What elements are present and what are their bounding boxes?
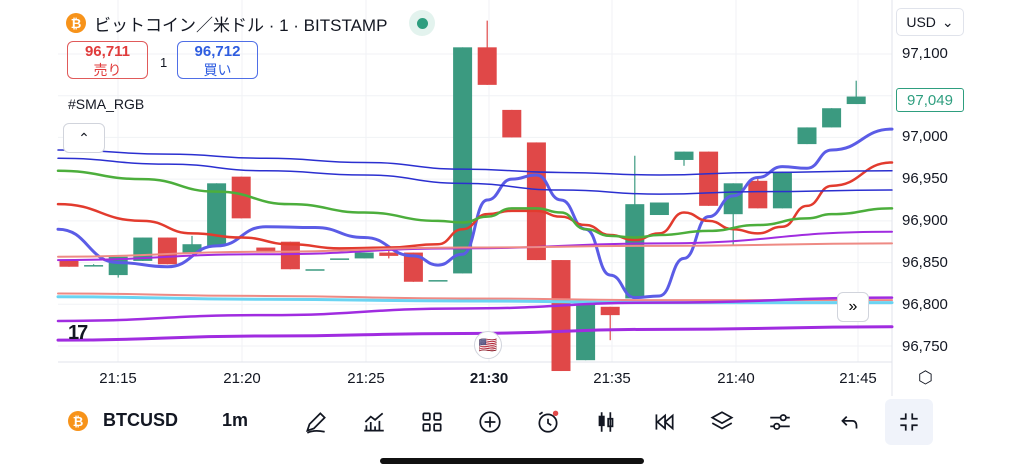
- time-tick: 21:45: [839, 370, 877, 387]
- double-chevron-right-icon: »: [848, 298, 858, 315]
- time-tick: 21:30: [469, 370, 509, 387]
- sma-purple-2-line: [56, 296, 894, 323]
- candle-type-icon[interactable]: [590, 406, 622, 438]
- price-tick: 96,850: [902, 254, 948, 271]
- candle-body: [453, 47, 473, 274]
- us-flag-event-icon[interactable]: 🇺🇸: [474, 331, 502, 359]
- time-tick: 21:35: [593, 370, 631, 387]
- price-tick: 97,000: [902, 128, 948, 145]
- sma-green-line: [56, 169, 894, 239]
- symbol-button[interactable]: BTCUSD: [103, 410, 178, 430]
- candle-body: [256, 247, 276, 253]
- candle-body: [625, 204, 645, 299]
- axis-settings-icon[interactable]: ⬡: [918, 368, 933, 387]
- chevron-down-icon: ⌄: [941, 13, 954, 30]
- candle-body: [354, 252, 374, 259]
- pen-icon[interactable]: [300, 406, 332, 438]
- collapse-fullscreen-icon[interactable]: [885, 399, 933, 445]
- sma-blue-thick-line: [56, 127, 894, 300]
- price-tick: 96,800: [902, 296, 948, 313]
- alert-clock-icon[interactable]: [532, 406, 564, 438]
- price-tick: 96,750: [902, 338, 948, 355]
- replay-icon[interactable]: [648, 406, 680, 438]
- bitcoin-icon: ₿: [66, 13, 86, 33]
- tradingview-logo[interactable]: 17: [68, 322, 88, 344]
- layout-grid-icon[interactable]: [416, 406, 448, 438]
- candle-body: [231, 176, 251, 219]
- candle-body: [280, 241, 300, 270]
- candle-body: [551, 260, 571, 372]
- sma-cyan-line: [56, 295, 894, 305]
- sell-button[interactable]: 96,711 売り: [67, 41, 148, 79]
- settings-sliders-icon[interactable]: [764, 406, 796, 438]
- candle-body: [502, 109, 522, 138]
- candle-body: [330, 258, 350, 260]
- candle-body: [379, 252, 399, 256]
- price-tick: 96,900: [902, 212, 948, 229]
- price-chart[interactable]: [0, 0, 1024, 396]
- home-indicator: [380, 458, 644, 464]
- time-tick: 21:25: [347, 370, 385, 387]
- buy-price: 96,712: [194, 43, 241, 60]
- candle-body: [526, 142, 546, 261]
- candle-body: [600, 306, 620, 316]
- buy-label: 買い: [203, 62, 232, 78]
- candle-body: [59, 260, 79, 267]
- spread-value: 1: [160, 55, 168, 70]
- candle-body: [674, 151, 694, 160]
- buy-button[interactable]: 96,712 買い: [177, 41, 258, 79]
- indicators-icon[interactable]: [358, 406, 390, 438]
- time-tick: 21:20: [223, 370, 261, 387]
- candle-body: [797, 127, 817, 145]
- price-tick: 97,100: [902, 45, 948, 62]
- candle-body: [846, 96, 866, 105]
- candle-body: [477, 47, 497, 85]
- candle-body: [649, 202, 669, 216]
- sma-red-line: [56, 161, 894, 250]
- sell-price: 96,711: [84, 43, 131, 60]
- candle-body: [305, 269, 325, 271]
- indicator-legend[interactable]: #SMA_RGB: [68, 96, 145, 112]
- bitcoin-icon: ₿: [68, 411, 88, 431]
- candle-body: [772, 171, 792, 209]
- candle-body: [723, 183, 743, 215]
- candle-body: [699, 151, 719, 206]
- add-icon[interactable]: [474, 406, 506, 438]
- undo-icon[interactable]: [834, 406, 866, 438]
- candle-body: [748, 180, 768, 209]
- sma-navy-1-line: [57, 149, 893, 176]
- currency-select[interactable]: USD ⌄: [896, 8, 964, 36]
- sell-label: 売り: [93, 62, 122, 78]
- layers-icon[interactable]: [706, 406, 738, 438]
- candle-body: [182, 244, 202, 253]
- currency-label: USD: [906, 14, 936, 30]
- candle-body: [84, 265, 104, 267]
- time-tick: 21:40: [717, 370, 755, 387]
- candle-body: [576, 304, 596, 361]
- bottom-toolbar: ₿ BTCUSD 1m: [0, 396, 1024, 448]
- price-tick: 96,950: [902, 170, 948, 187]
- sma-purple-3-line: [56, 325, 894, 342]
- candle-body: [403, 252, 423, 282]
- market-status-icon[interactable]: [409, 10, 436, 36]
- candle-body: [428, 280, 448, 282]
- interval-button[interactable]: 1m: [222, 410, 249, 430]
- sma-salmon-line: [57, 242, 893, 258]
- collapse-legend-button[interactable]: ⌃: [63, 123, 105, 153]
- chart-header: ₿ ビットコイン／米ドル · 1 · BITSTAMP: [66, 10, 436, 36]
- time-tick: 21:15: [99, 370, 137, 387]
- candle-body: [207, 183, 227, 246]
- chevron-up-icon: ⌃: [78, 129, 90, 146]
- candle-body: [822, 108, 842, 128]
- scroll-to-realtime-button[interactable]: »: [837, 292, 869, 322]
- symbol-title[interactable]: ビットコイン／米ドル · 1 · BITSTAMP: [94, 15, 388, 35]
- sma-navy-2-line: [57, 157, 893, 195]
- last-price-label: 97,049: [896, 88, 964, 112]
- candle-body: [157, 237, 177, 265]
